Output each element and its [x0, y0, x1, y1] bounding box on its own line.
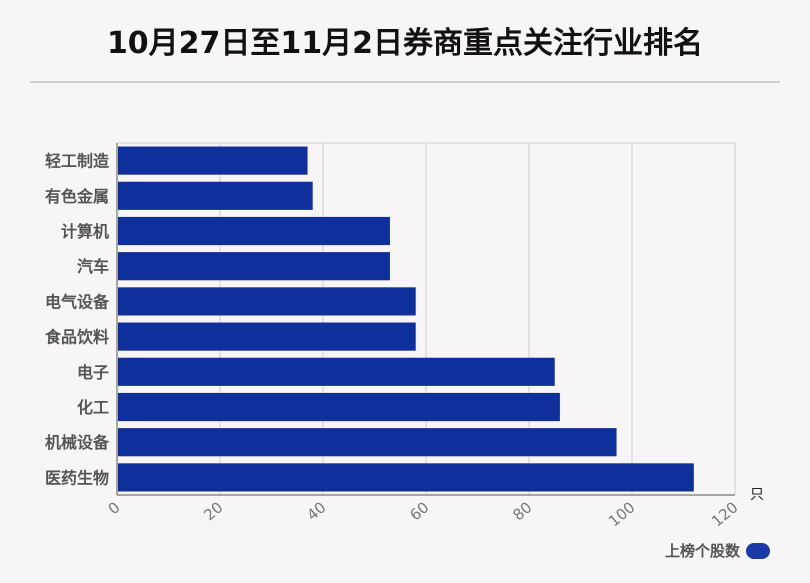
x-tick-label: 100: [605, 498, 639, 530]
bar: [118, 146, 308, 175]
y-category-label: 医药生物: [45, 468, 109, 487]
bar: [118, 216, 390, 246]
bar: [118, 392, 560, 422]
y-category-label: 计算机: [61, 222, 109, 241]
chart-title: 10月27日至11月2日券商重点关注行业排名: [106, 26, 704, 61]
x-tick-label: 40: [303, 498, 329, 524]
y-category-label: 机械设备: [45, 433, 110, 452]
x-tick-label: 60: [406, 498, 432, 524]
legend[interactable]: 上榜个股数: [665, 540, 770, 561]
x-tick-label: 20: [200, 498, 226, 524]
x-tick-label: 0: [105, 498, 124, 518]
bar: [118, 428, 617, 457]
x-axis-unit: 只: [750, 487, 764, 503]
bar: [118, 287, 416, 316]
y-category-label: 有色金属: [45, 187, 109, 206]
bar: [118, 357, 555, 386]
title-divider: [30, 81, 780, 83]
y-category-label: 食品饮料: [44, 328, 109, 347]
y-category-label: 电子: [77, 363, 109, 382]
y-category-label: 化工: [77, 398, 109, 417]
x-tick-label: 80: [509, 498, 535, 524]
legend-label: 上榜个股数: [664, 542, 740, 560]
x-tick-label: 120: [708, 498, 742, 530]
bar: [118, 322, 416, 351]
bar: [118, 252, 390, 281]
y-category-label: 汽车: [77, 257, 109, 276]
legend-swatch: [746, 542, 770, 559]
y-category-label: 轻工制造: [45, 152, 110, 171]
bar: [118, 463, 694, 492]
bar: [118, 181, 313, 210]
y-category-label: 电气设备: [45, 292, 110, 311]
